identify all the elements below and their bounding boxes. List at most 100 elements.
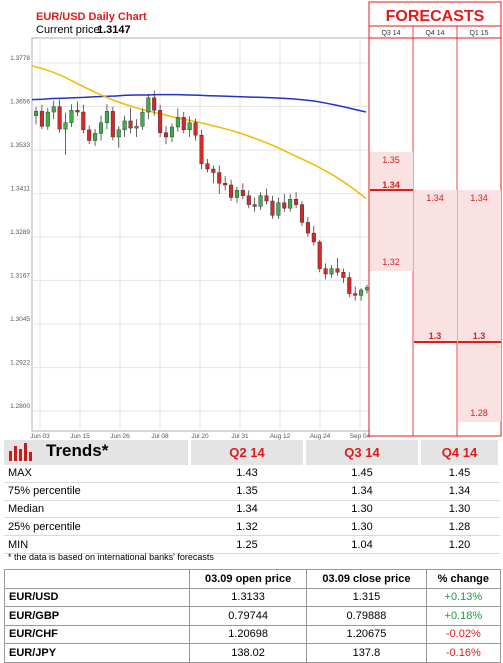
forecast-q4-median: 1.3: [429, 331, 442, 341]
forecast-panel: FORECASTS Q3 14 Q4 14 Q1 15 1.35 1.34 1.…: [368, 1, 502, 437]
trends-col-q3: Q3 14: [304, 440, 421, 465]
trends-row-label: Median: [4, 500, 190, 519]
close-price-header: 03.09 close price: [306, 569, 427, 589]
candle-body: [181, 117, 186, 131]
trends-cell: 1.34: [419, 482, 500, 501]
trends-col-q4: Q4 14: [419, 440, 501, 465]
candle-body: [104, 111, 109, 123]
candle-body: [347, 277, 352, 294]
chart-title: EUR/USD Daily Chart: [36, 11, 147, 23]
price-change-row: EUR/USD 1.3133 1.315 +0.13%: [4, 587, 502, 607]
x-tick-label: Jun 15: [70, 433, 90, 440]
candle-body: [128, 120, 133, 129]
x-tick-label: Jun 26: [110, 433, 130, 440]
candle-body: [110, 111, 115, 138]
trends-row-label: MIN: [4, 535, 190, 554]
close-price: 137.8: [306, 643, 427, 663]
candle-body: [335, 268, 340, 273]
candle-body: [51, 106, 56, 113]
candle-body: [57, 106, 62, 130]
candle-body: [299, 204, 304, 223]
trends-cell: 1.43: [189, 465, 305, 483]
trends-cell: 1.34: [304, 482, 420, 501]
trends-footnote: * the data is based on international ban…: [8, 552, 214, 562]
candle-body: [305, 222, 310, 234]
candle-body: [146, 97, 151, 113]
percent-change: -0.16%: [425, 643, 502, 663]
y-tick-label: 1.2800: [10, 403, 30, 410]
x-tick-label: Jun 03: [30, 433, 50, 440]
candle-body: [217, 172, 222, 184]
pair-column-header: [4, 569, 190, 589]
y-tick-label: 1.3411: [11, 186, 31, 193]
candle-body: [365, 287, 370, 291]
forecast-q3-median: 1.34: [382, 180, 400, 190]
percent-change: -0.02%: [425, 624, 502, 644]
candle-body: [134, 126, 139, 129]
candle-body: [187, 122, 192, 131]
trends-row-label: MAX: [4, 465, 190, 483]
y-tick-label: 1.2922: [10, 360, 30, 367]
trends-cell: 1.20: [419, 535, 500, 554]
trends-cell: 1.34: [189, 500, 305, 519]
candle-body: [288, 199, 293, 209]
price-change-row: EUR/GBP 0.79744 0.79888 +0.18%: [4, 606, 502, 626]
candle-body: [341, 272, 346, 278]
candle-body: [122, 120, 127, 131]
candle-body: [164, 132, 169, 138]
candle-body: [252, 204, 257, 207]
x-tick-label: Jul 20: [191, 433, 209, 440]
current-price-label: Current price:: [36, 24, 103, 36]
forecasts-title: FORECASTS: [386, 8, 485, 25]
trends-cell: 1.32: [189, 517, 305, 537]
candle-body: [264, 195, 269, 202]
trends-cell: 1.35: [189, 482, 305, 501]
candle-body: [199, 134, 204, 164]
close-price: 1.315: [306, 587, 427, 607]
trends-row-label: 25% percentile: [4, 517, 190, 537]
trends-cell: 1.28: [419, 517, 500, 537]
bar-chart-icon: [8, 442, 36, 464]
current-price-value: 1.3147: [97, 24, 131, 36]
eurusd-chart: 1.3778 1.3656 1.3533 1.3411 1.3289 1.3167 1.30…: [10, 1, 502, 440]
candle-body: [270, 200, 275, 216]
candle-body: [116, 129, 121, 138]
trends-cell: 1.45: [419, 465, 500, 483]
trends-row: 25% percentile 1.32 1.30 1.28: [4, 517, 500, 537]
open-price: 1.3133: [188, 587, 308, 607]
y-tick-label: 1.3778: [10, 55, 30, 62]
percent-change: +0.13%: [425, 587, 502, 607]
forecast-q3-min: 1.32: [382, 257, 400, 267]
moving-average-yellow: [31, 65, 367, 200]
candle-body: [81, 111, 86, 131]
y-tick-label: 1.3167: [10, 272, 30, 279]
x-tick-label: Aug 12: [270, 433, 291, 440]
x-tick-label: Jul 31: [231, 433, 249, 440]
trends-cell: 1.45: [304, 465, 420, 483]
close-price: 0.79888: [306, 606, 427, 626]
candle-body: [87, 129, 92, 141]
price-change-header-row: 03.09 open price 03.09 close price % cha…: [4, 569, 502, 589]
trends-col-q2: Q2 14: [189, 440, 306, 465]
forecast-q3-max: 1.35: [382, 155, 400, 165]
candle-body: [158, 110, 163, 133]
candle-body: [294, 199, 299, 205]
candle-body: [276, 202, 281, 216]
trends-row: Median 1.34 1.30 1.30: [4, 500, 500, 519]
candle-body: [246, 195, 251, 205]
trends-row: MIN 1.25 1.04 1.20: [4, 535, 500, 554]
open-price: 1.20698: [188, 624, 308, 644]
open-price: 138.02: [188, 643, 308, 663]
candle-body: [282, 202, 287, 209]
trends-cell: 1.30: [304, 517, 420, 537]
candle-body: [359, 289, 364, 296]
open-price: 0.79744: [188, 606, 308, 626]
open-price-header: 03.09 open price: [188, 569, 308, 589]
candle-body: [258, 195, 263, 207]
candle-body: [211, 168, 216, 173]
price-change-row: EUR/CHF 1.20698 1.20675 -0.02%: [4, 624, 502, 644]
y-tick-label: 1.3533: [10, 142, 30, 149]
forecast-range-q3: [370, 152, 413, 271]
currency-pair: EUR/CHF: [4, 624, 190, 644]
candle-body: [193, 122, 198, 136]
